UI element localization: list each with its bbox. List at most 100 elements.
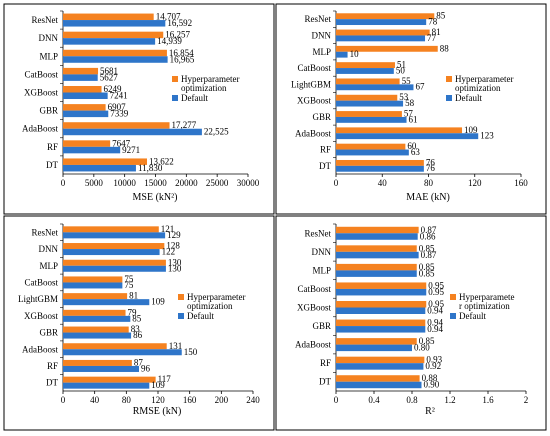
bar-hyperparameter-dnn (63, 243, 165, 250)
data-label: 131 (169, 341, 183, 351)
bar-default-dt (63, 382, 150, 389)
bar-hyperparameter-xgboost (336, 301, 427, 308)
category-label: DNN (312, 30, 332, 40)
bar-hyperparameter-rf (336, 356, 425, 364)
data-label: 0.94 (427, 318, 443, 328)
legend-swatch-default (450, 313, 456, 319)
bar-default-gbr (63, 110, 109, 118)
category-label: RF (320, 145, 331, 155)
bar-hyperparameter-rf (336, 143, 406, 150)
category-label: XGBoost (24, 311, 59, 321)
data-label: 122 (162, 247, 176, 257)
bar-default-gbr (336, 326, 426, 333)
bar-default-dt (63, 164, 136, 172)
legend-swatch-hyperparameter (450, 294, 456, 300)
data-label: 16,257 (165, 30, 190, 40)
data-label: 10 (350, 49, 360, 59)
legend-label-hyperparameter: Hyperparamete (459, 292, 514, 302)
category-label: MLP (312, 47, 331, 57)
category-label: MLP (39, 261, 58, 271)
data-label: 0.94 (427, 324, 443, 334)
x-tick-label: 40 (90, 395, 100, 405)
data-label: 63 (411, 147, 421, 157)
category-label: LightGBM (291, 79, 331, 89)
data-label: 0.85 (419, 262, 435, 272)
data-label: 85 (132, 313, 142, 323)
bar-hyperparameter-resnet (336, 13, 435, 20)
data-label: 14,939 (157, 36, 182, 46)
bar-hyperparameter-mlp (63, 259, 166, 266)
category-label: CatBoost (297, 63, 331, 73)
bar-default-catboost (336, 288, 427, 296)
legend-label-default: Default (181, 93, 208, 103)
category-label: ResNet (32, 227, 59, 237)
data-label: 117 (158, 374, 172, 384)
data-label: 61 (409, 114, 418, 124)
panel-frame (275, 215, 547, 431)
bar-hyperparameter-catboost (63, 67, 99, 75)
x-tick-label: 80 (424, 178, 434, 188)
bar-default-adaboost (336, 133, 479, 140)
x-tick-label: 240 (246, 395, 260, 405)
panel-frame (275, 3, 547, 215)
legend-label-hyperparameter-cont: optimization (455, 83, 501, 93)
data-label: 7339 (110, 109, 129, 119)
data-label: 96 (141, 363, 151, 373)
data-label: 55 (402, 76, 412, 86)
bar-hyperparameter-dt (336, 159, 424, 166)
data-label: 16,854 (169, 48, 194, 58)
bar-hyperparameter-gbr (336, 319, 426, 327)
bar-hyperparameter-lightgbm (336, 78, 400, 85)
data-label: 60 (407, 141, 417, 151)
bar-default-adaboost (336, 344, 412, 352)
x-tick-label: 120 (468, 178, 482, 188)
data-label: 0.95 (428, 299, 444, 309)
category-label: DT (319, 377, 331, 387)
x-tick-label: 5000 (85, 178, 104, 188)
bar-hyperparameter-catboost (336, 62, 395, 69)
bar-default-resnet (336, 19, 427, 26)
category-label: AdaBoost (295, 340, 331, 350)
x-axis-title: MAE (kN) (406, 192, 450, 203)
data-label: 88 (440, 43, 450, 53)
panel-frame (3, 215, 275, 431)
data-label: 67 (415, 82, 425, 92)
category-label: RF (320, 358, 331, 368)
bar-default-gbr (336, 116, 407, 123)
data-label: 0.88 (422, 373, 438, 383)
data-label: 9271 (122, 145, 140, 155)
data-label: 150 (184, 347, 198, 357)
data-label: 76 (426, 163, 436, 173)
data-label: 51 (397, 60, 406, 70)
x-tick-label: 1.2 (444, 395, 455, 405)
x-axis-title: RMSE (kN) (133, 406, 182, 417)
bar-default-mlp (336, 270, 417, 277)
x-tick-label: 80 (122, 395, 132, 405)
category-label: AdaBoost (22, 124, 58, 134)
x-tick-label: 0 (61, 178, 66, 188)
category-label: RF (47, 142, 58, 152)
category-label: DT (319, 161, 331, 171)
bar-default-adaboost (63, 128, 202, 136)
category-label: DNN (39, 33, 59, 43)
data-label: 86 (133, 330, 143, 340)
bar-default-xgboost (336, 307, 426, 314)
category-label: DNN (39, 244, 59, 254)
bar-default-rf (336, 363, 424, 370)
data-label: 0.87 (421, 225, 437, 235)
x-tick-label: 0 (334, 395, 339, 405)
legend-swatch-hyperparameter (172, 76, 178, 82)
category-label: LightGBM (18, 294, 58, 304)
data-label: 58 (405, 98, 415, 108)
legend-label-hyperparameter: Hyperparameter (187, 292, 245, 302)
data-label: 57 (404, 108, 414, 118)
data-label: 130 (168, 257, 182, 267)
data-label: 87 (134, 357, 144, 367)
legend-label-hyperparameter: Hyperparameter (181, 74, 239, 84)
x-tick-label: 200 (215, 395, 229, 405)
x-tick-label: 10000 (113, 178, 136, 188)
category-label: GBR (312, 112, 331, 122)
data-label: 75 (124, 280, 134, 290)
